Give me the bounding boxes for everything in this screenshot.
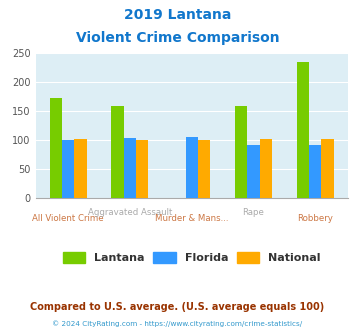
Bar [62,140,75,198]
Bar [136,140,148,198]
Bar [50,98,62,198]
Text: © 2024 CityRating.com - https://www.cityrating.com/crime-statistics/: © 2024 CityRating.com - https://www.city… [53,320,302,327]
Bar [321,139,334,198]
Text: Violent Crime Comparison: Violent Crime Comparison [76,31,279,45]
Bar [124,138,136,198]
Text: 2019 Lantana: 2019 Lantana [124,8,231,22]
Bar [235,106,247,198]
Bar [297,61,309,198]
Text: Compared to U.S. average. (U.S. average equals 100): Compared to U.S. average. (U.S. average … [31,302,324,312]
Bar [75,139,87,198]
Bar [260,139,272,198]
Legend: Lantana, Florida, National: Lantana, Florida, National [59,247,325,267]
Bar [247,145,260,198]
Text: Aggravated Assault: Aggravated Assault [88,209,172,217]
Bar [111,106,124,198]
Text: Robbery: Robbery [297,214,333,223]
Bar [186,137,198,198]
Text: All Violent Crime: All Violent Crime [32,214,104,223]
Bar [198,140,210,198]
Text: Murder & Mans...: Murder & Mans... [155,214,229,223]
Bar [309,145,321,198]
Text: Rape: Rape [242,209,264,217]
